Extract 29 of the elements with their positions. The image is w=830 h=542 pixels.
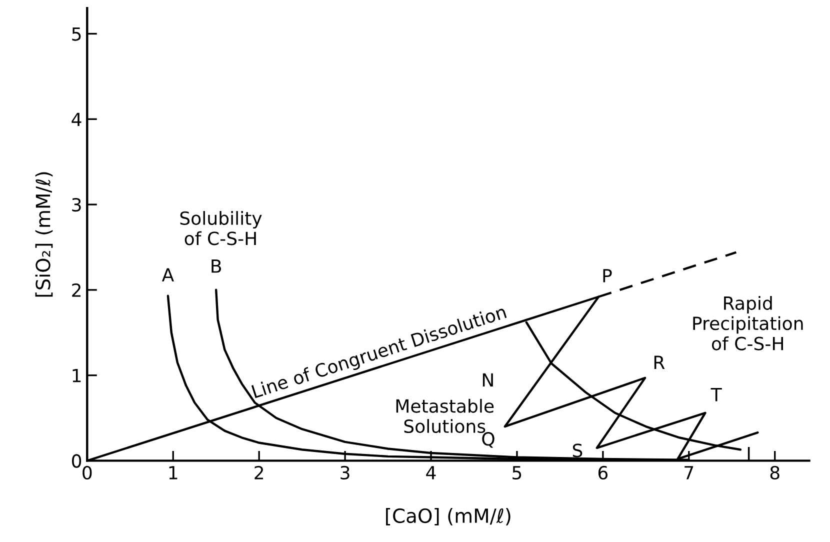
x-tick-label: 6 — [598, 466, 608, 480]
annotation: S — [572, 444, 582, 458]
x-tick-label: 4 — [426, 466, 436, 480]
annotation: Metastable Solutions — [396, 398, 494, 434]
x-axis-title: [CaO] (mM/ℓ) — [386, 508, 510, 526]
y-tick-label: 1 — [72, 369, 81, 382]
annotation: A — [162, 268, 174, 282]
y-tick-label: 4 — [72, 112, 82, 126]
annotation: R — [654, 356, 665, 369]
annotation: N — [482, 373, 493, 386]
annotation: T — [710, 388, 722, 402]
annotation: P — [603, 269, 612, 282]
x-tick-label: 5 — [512, 466, 522, 480]
y-axis-title: [SiO₂] (mM/ℓ) — [35, 172, 53, 297]
y-tick-label: 5 — [72, 27, 81, 41]
x-tick-label: 8 — [770, 466, 780, 480]
y-tick-label: 0 — [72, 454, 82, 468]
x-tick-label: 7 — [684, 466, 694, 480]
annotation: I — [748, 446, 750, 460]
x-tick-label: 2 — [254, 466, 264, 480]
annotation: Solubility of C-S-H — [180, 211, 262, 246]
x-tick-label: 1 — [169, 466, 178, 480]
annotation: B — [212, 260, 222, 273]
x-tick-label: 3 — [340, 466, 350, 480]
annotation: Q — [482, 432, 494, 448]
y-tick-label: 3 — [72, 198, 81, 212]
annotation: Rapid Precipitation of C-S-H — [693, 296, 803, 350]
y-tick-label: 2 — [72, 283, 80, 297]
x-tick-label: 0 — [82, 466, 92, 480]
